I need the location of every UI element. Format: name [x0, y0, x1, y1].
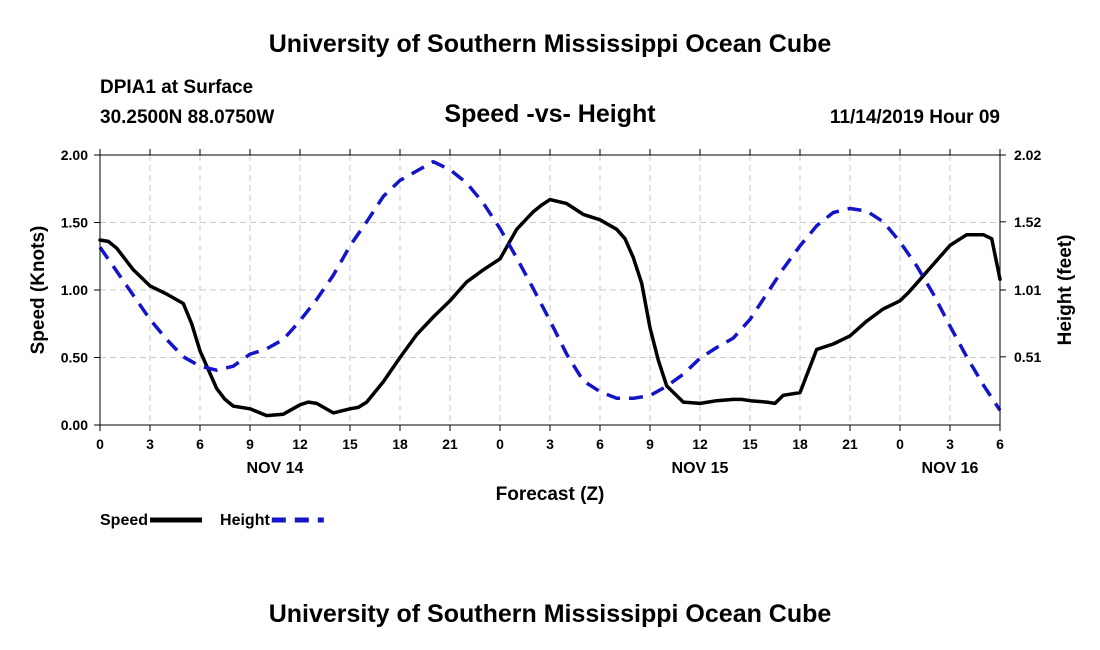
- series-line-height: [98, 159, 1002, 412]
- y-tick-label: 0.50: [61, 350, 88, 366]
- day-label: NOV 14: [247, 460, 304, 477]
- day-label: NOV 15: [672, 460, 729, 477]
- x-tick-label: 3: [146, 436, 154, 452]
- x-tick-label: 6: [996, 436, 1004, 452]
- x-tick-label: 21: [842, 436, 858, 452]
- x-tick-label: 0: [496, 436, 504, 452]
- forecast-datetime: 11/14/2019 Hour 09: [829, 107, 1000, 128]
- x-tick-label: 0: [96, 436, 104, 452]
- y2-axis-label: Height (feet): [1055, 235, 1076, 346]
- y2-tick-label: 1.52: [1014, 214, 1041, 230]
- grid-lines: [100, 155, 1000, 425]
- legend-label-height: Height: [220, 512, 270, 529]
- x-tick-label: 9: [646, 436, 654, 452]
- day-label: NOV 16: [922, 460, 979, 477]
- y2-tick-label: 1.01: [1014, 282, 1041, 298]
- x-axis-label: Forecast (Z): [496, 484, 605, 505]
- x-tick-label: 15: [742, 436, 758, 452]
- y-tick-label: 0.00: [61, 417, 88, 433]
- x-tick-label: 3: [946, 436, 954, 452]
- x-tick-label: 12: [292, 436, 308, 452]
- page-title-bottom: University of Southern Mississippi Ocean…: [268, 600, 832, 628]
- chart-title: Speed -vs- Height: [444, 100, 656, 128]
- axes: 0 3 6 9 12 15 18 21 0 3 6 9 12 15 18 21 0 3 6 0.00 0.50 1.00 1…: [61, 147, 1042, 477]
- page-title-top: University of Southern Mississippi Ocean…: [268, 30, 832, 58]
- x-tick-label: 6: [596, 436, 604, 452]
- x-tick-label: 6: [196, 436, 204, 452]
- series-layer: [98, 159, 1002, 418]
- x-tick-label: 21: [442, 436, 458, 452]
- y-tick-label: 1.50: [61, 215, 88, 231]
- y-tick-label: 2.00: [61, 147, 88, 163]
- x-tick-label: 15: [342, 436, 358, 452]
- x-tick-label: 0: [896, 436, 904, 452]
- y2-tick-label: 2.02: [1014, 147, 1041, 163]
- y2-tick-label: 0.51: [1014, 349, 1041, 365]
- x-tick-label: 18: [392, 436, 408, 452]
- y-tick-label: 1.00: [61, 282, 88, 298]
- coordinates-label: 30.2500N 88.0750W: [100, 107, 275, 128]
- series-line-speed: [98, 197, 1002, 418]
- x-tick-label: 18: [792, 436, 808, 452]
- y-axis-label: Speed (Knots): [28, 226, 49, 355]
- legend: Speed Height: [100, 512, 324, 529]
- x-tick-label: 12: [692, 436, 708, 452]
- legend-label-speed: Speed: [100, 512, 148, 529]
- station-label: DPIA1 at Surface: [100, 77, 254, 98]
- x-tick-label: 3: [546, 436, 554, 452]
- x-tick-label: 9: [246, 436, 254, 452]
